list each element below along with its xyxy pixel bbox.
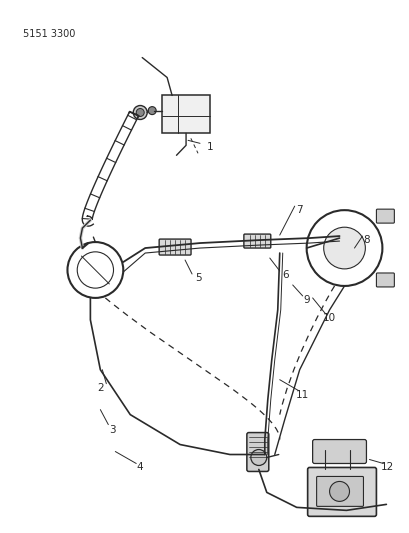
Text: 5: 5 — [194, 273, 201, 283]
FancyBboxPatch shape — [243, 234, 270, 248]
FancyBboxPatch shape — [159, 239, 191, 255]
Circle shape — [250, 449, 266, 465]
Text: 3: 3 — [109, 425, 115, 434]
Text: 7: 7 — [296, 205, 302, 215]
FancyBboxPatch shape — [375, 273, 393, 287]
Text: 12: 12 — [380, 463, 393, 472]
Text: 2: 2 — [97, 383, 103, 393]
FancyBboxPatch shape — [375, 209, 393, 223]
Text: 8: 8 — [362, 235, 369, 245]
FancyBboxPatch shape — [312, 440, 366, 464]
Text: 10: 10 — [322, 313, 335, 323]
Circle shape — [136, 109, 144, 117]
FancyBboxPatch shape — [162, 95, 209, 133]
Text: 6: 6 — [282, 270, 288, 280]
Text: 4: 4 — [137, 463, 143, 472]
Circle shape — [323, 227, 364, 269]
Circle shape — [329, 481, 348, 502]
Circle shape — [148, 107, 156, 115]
Text: 1: 1 — [206, 142, 213, 152]
FancyBboxPatch shape — [246, 433, 268, 472]
Text: 5151 3300: 5151 3300 — [22, 29, 75, 38]
FancyBboxPatch shape — [307, 467, 375, 516]
FancyBboxPatch shape — [316, 477, 362, 506]
Text: 9: 9 — [303, 295, 309, 305]
Circle shape — [133, 106, 147, 119]
Text: 11: 11 — [295, 390, 308, 400]
